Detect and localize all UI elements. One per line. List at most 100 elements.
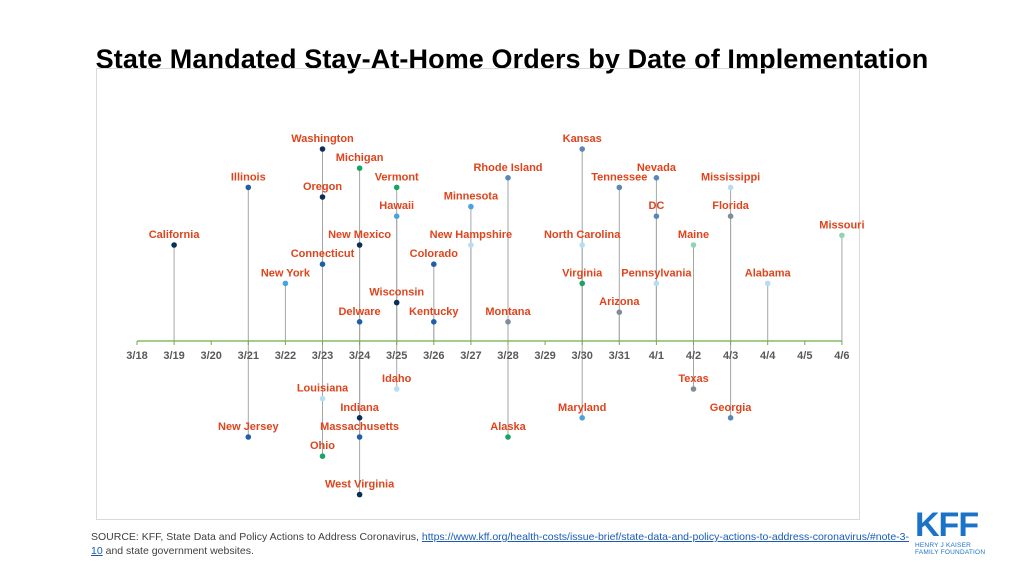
point-montana	[505, 319, 511, 325]
point-new-jersey	[245, 434, 252, 440]
x-tick-label: 4/4	[760, 350, 776, 362]
point-florida	[727, 213, 734, 219]
state-label-arizona: Arizona	[599, 296, 640, 308]
x-tick-label: 3/21	[238, 350, 259, 362]
x-tick-label: 4/6	[834, 350, 849, 362]
point-arizona	[616, 309, 623, 316]
source-prefix: SOURCE: KFF, State Data and Policy Actio…	[91, 531, 422, 543]
state-label-minnesota: Minnesota	[444, 191, 499, 203]
state-label-rhode-island: Rhode Island	[473, 162, 542, 174]
point-ohio	[319, 453, 326, 460]
logo-line-2: FAMILY FOUNDATION	[915, 549, 986, 556]
state-label-dc: DC	[648, 200, 664, 212]
x-tick-label: 3/18	[126, 350, 147, 362]
source-suffix: and state government websites.	[102, 545, 254, 557]
state-label-delware: Delware	[338, 306, 380, 318]
point-georgia	[727, 415, 734, 421]
point-massachusetts	[356, 434, 363, 440]
state-label-illinois: Illinois	[231, 171, 266, 183]
point-west-virginia	[356, 491, 363, 498]
x-tick-label: 4/2	[686, 350, 701, 362]
state-label-new-york: New York	[261, 267, 311, 279]
point-alaska	[505, 434, 511, 440]
x-tick-label: 3/26	[423, 350, 444, 362]
x-tick-label: 3/27	[460, 350, 481, 362]
point-dc	[653, 213, 660, 219]
x-tick-label: 3/24	[349, 350, 371, 362]
point-nevada	[653, 175, 660, 181]
point-pennsylvania	[653, 280, 660, 287]
point-alabama	[764, 280, 771, 287]
state-label-kansas: Kansas	[563, 133, 602, 145]
point-mississippi	[727, 184, 734, 191]
state-label-maine: Maine	[678, 229, 709, 241]
point-oregon	[319, 194, 326, 200]
state-label-washington: Washington	[291, 133, 354, 145]
state-label-ohio: Ohio	[310, 440, 335, 452]
point-colorado	[431, 261, 437, 268]
point-hawaii	[393, 213, 400, 219]
state-label-texas: Texas	[678, 373, 708, 385]
point-new-mexico	[356, 242, 363, 248]
point-louisiana	[319, 395, 326, 402]
point-connecticut	[319, 261, 326, 268]
point-kentucky	[431, 319, 437, 325]
point-indiana	[356, 415, 363, 421]
state-label-alabama: Alabama	[745, 267, 792, 279]
x-tick-label: 3/28	[497, 350, 518, 362]
state-label-indiana: Indiana	[340, 402, 379, 414]
state-label-oregon: Oregon	[303, 181, 342, 193]
chart-title: State Mandated Stay-At-Home Orders by Da…	[95, 44, 929, 74]
x-tick-label: 4/3	[723, 350, 738, 362]
point-minnesota	[468, 203, 474, 210]
state-label-michigan: Michigan	[336, 152, 384, 164]
state-label-wisconsin: Wisconsin	[369, 287, 424, 299]
point-washington	[319, 146, 326, 152]
x-tick-label: 3/19	[163, 350, 184, 362]
x-tick-label: 3/31	[609, 350, 630, 362]
point-virginia	[579, 280, 585, 287]
state-label-colorado: Colorado	[410, 248, 459, 260]
x-tick-label: 3/22	[275, 350, 296, 362]
point-new-york	[282, 280, 289, 287]
state-label-tennessee: Tennessee	[591, 171, 647, 183]
logo-line-1: HENRY J KAISER	[915, 542, 972, 549]
point-idaho	[393, 386, 400, 392]
point-michigan	[356, 165, 363, 171]
state-label-missouri: Missouri	[819, 219, 864, 231]
point-vermont	[393, 184, 400, 191]
state-label-pennsylvania: Pennsylvania	[621, 267, 692, 279]
state-label-idaho: Idaho	[382, 373, 412, 385]
state-label-nevada: Nevada	[637, 162, 677, 174]
state-label-connecticut: Connecticut	[291, 248, 355, 260]
state-label-maryland: Maryland	[558, 402, 606, 414]
state-label-montana: Montana	[485, 306, 531, 318]
x-tick-label: 3/20	[200, 350, 221, 362]
logo-mark: KFF	[915, 506, 979, 544]
state-label-virginia: Virginia	[562, 267, 603, 279]
point-texas	[690, 386, 697, 392]
point-missouri	[839, 232, 845, 239]
x-tick-label: 4/5	[797, 350, 812, 362]
point-tennessee	[616, 184, 623, 191]
kff-logo: KFF HENRY J KAISER FAMILY FOUNDATION	[915, 508, 993, 556]
point-kansas	[579, 146, 585, 152]
state-label-florida: Florida	[712, 200, 750, 212]
state-label-new-hampshire: New Hampshire	[430, 229, 513, 241]
state-label-new-mexico: New Mexico	[328, 229, 391, 241]
point-north-carolina	[579, 242, 585, 248]
point-wisconsin	[393, 299, 400, 306]
point-maine	[690, 242, 697, 248]
x-tick-label: 3/29	[534, 350, 555, 362]
state-label-vermont: Vermont	[375, 171, 419, 183]
state-label-new-jersey: New Jersey	[218, 421, 279, 433]
point-new-hampshire	[468, 242, 474, 248]
point-illinois	[245, 184, 252, 191]
state-label-alaska: Alaska	[490, 421, 526, 433]
point-delware	[356, 319, 363, 325]
state-label-louisiana: Louisiana	[297, 383, 349, 395]
source-link[interactable]: https://www.kff.org/health-costs/issue-b…	[91, 531, 910, 557]
point-maryland	[579, 415, 585, 421]
point-rhode-island	[505, 175, 511, 181]
